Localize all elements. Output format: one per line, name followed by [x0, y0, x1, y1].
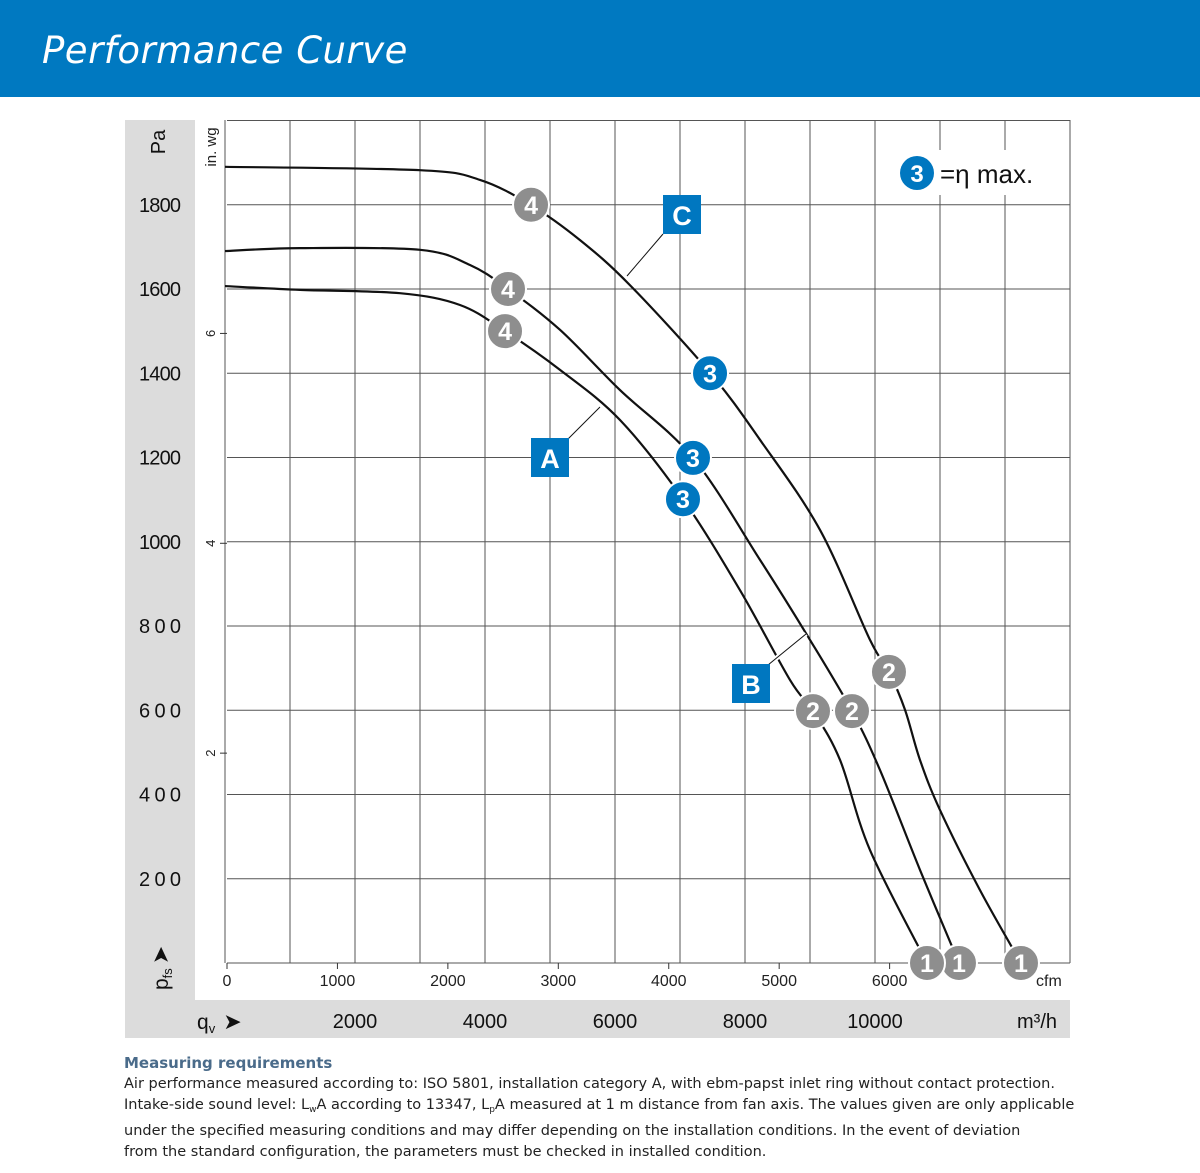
header-bar: Performance Curve: [0, 0, 1200, 97]
x-tick-label: 8000: [723, 1011, 768, 1033]
x2-tick-label: 2000: [430, 973, 466, 990]
y-tick-label: 800: [139, 616, 181, 638]
footer-sub: p: [489, 1105, 495, 1115]
operating-point-label: 1: [1014, 950, 1028, 978]
y2-tick-label: 2: [203, 750, 218, 757]
measuring-requirements: Measuring requirements Air performance m…: [124, 1053, 1124, 1163]
x-tick-label: 2000: [333, 1011, 378, 1033]
y2-unit-label: in. wg: [203, 127, 220, 166]
legend-text: =η max.: [940, 159, 1033, 189]
legend-marker-label: 3: [910, 161, 923, 188]
operating-point-marker: [663, 480, 702, 519]
operating-point-marker: [486, 312, 525, 351]
curve-label: A: [540, 444, 560, 474]
footer-line: under the specified measuring conditions…: [124, 1123, 1021, 1139]
operating-point-label: 1: [952, 950, 966, 978]
x-tick-label: 4000: [463, 1011, 508, 1033]
y-axis-title-sub: fs: [160, 968, 175, 979]
curve-A: [224, 284, 928, 964]
leader-line: [626, 233, 664, 277]
x2-tick-label: 5000: [761, 973, 797, 990]
leader-line: [767, 633, 807, 666]
footer-line: from the standard configuration, the par…: [124, 1144, 767, 1160]
operating-point-marker: [908, 944, 946, 982]
operating-point-label: 4: [524, 192, 538, 220]
y2-tick-label: 4: [203, 540, 218, 547]
curve-label-box: [531, 438, 569, 477]
operating-point-label: 2: [806, 698, 820, 726]
y-axis-band: [125, 120, 195, 1038]
page-title: Performance Curve: [42, 29, 408, 72]
operating-point-label: 4: [498, 318, 512, 346]
curve-label: C: [672, 201, 692, 231]
y-tick-label: 400: [139, 785, 181, 807]
operating-point-marker: [512, 185, 551, 224]
operating-point-marker: [489, 270, 528, 308]
footer-text: A measured at 1 m distance from fan axis…: [494, 1097, 1075, 1113]
x2-unit-label: cfm: [1036, 973, 1062, 990]
performance-chart: 200 400 600 800 1000 1200 1400 1600 1800 2 4 6 2000 4…: [125, 120, 1071, 1038]
y-tick-label: 1400: [139, 363, 181, 385]
x-tick-label: 6000: [593, 1011, 638, 1033]
x-unit-label: m³/h: [1017, 1011, 1057, 1033]
operating-point-marker: [674, 438, 712, 477]
y-tick-label: 1000: [139, 532, 181, 554]
curve-label-box: [732, 664, 770, 703]
leader-line: [566, 406, 601, 441]
y-tick-label: 600: [139, 700, 181, 722]
x2-tick-label: 1000: [320, 973, 356, 990]
operating-point-label: 3: [676, 486, 690, 514]
x2-tick-label: 3000: [541, 973, 577, 990]
operating-point-marker: [691, 354, 730, 393]
operating-point-label: 3: [686, 445, 700, 473]
x2-tick-label: 6000: [872, 973, 908, 990]
y-tick-label: 1200: [139, 448, 181, 470]
footer-sub: w: [309, 1105, 317, 1115]
y-tick-label: 1800: [139, 195, 181, 217]
footer-line: Intake-side sound level: LwA according t…: [124, 1095, 1124, 1121]
x-tick-label: 10000: [847, 1011, 903, 1033]
y2-tick-label: 6: [203, 330, 218, 337]
operating-point-marker: [832, 692, 871, 731]
x-axis-band: [125, 1000, 1070, 1038]
operating-point-label: 1: [920, 950, 934, 978]
x2-tick-label: 0: [223, 973, 232, 990]
operating-point-marker: [793, 692, 832, 731]
footer-text: Intake-side sound level: L: [124, 1097, 310, 1113]
footer-title: Measuring requirements: [124, 1054, 333, 1072]
operating-point-marker: [869, 652, 908, 691]
y-tick-label: 1600: [139, 279, 181, 301]
curve-label-box: [663, 195, 701, 234]
operating-point-label: 4: [501, 276, 515, 304]
plot-area: [195, 120, 1070, 1000]
operating-point-label: 2: [882, 659, 896, 687]
y-unit-label: Pa: [148, 129, 170, 154]
footer-text: A according to 13347, L: [316, 1097, 490, 1113]
x2-tick-label: 4000: [651, 973, 687, 990]
arrow-icon: ➤: [223, 1009, 241, 1034]
arrow-icon: ➤: [148, 946, 173, 964]
y-tick-label: 200: [139, 869, 181, 891]
x-axis-title-sub: v: [209, 1021, 216, 1036]
operating-point-label: 3: [703, 360, 717, 388]
operating-point-marker: [1001, 944, 1040, 982]
curve-label: B: [741, 670, 761, 700]
operating-point-label: 2: [845, 698, 859, 726]
legend-marker: [900, 156, 934, 190]
footer-line: Air performance measured according to: I…: [124, 1076, 1055, 1092]
curve-C: [224, 165, 1022, 964]
